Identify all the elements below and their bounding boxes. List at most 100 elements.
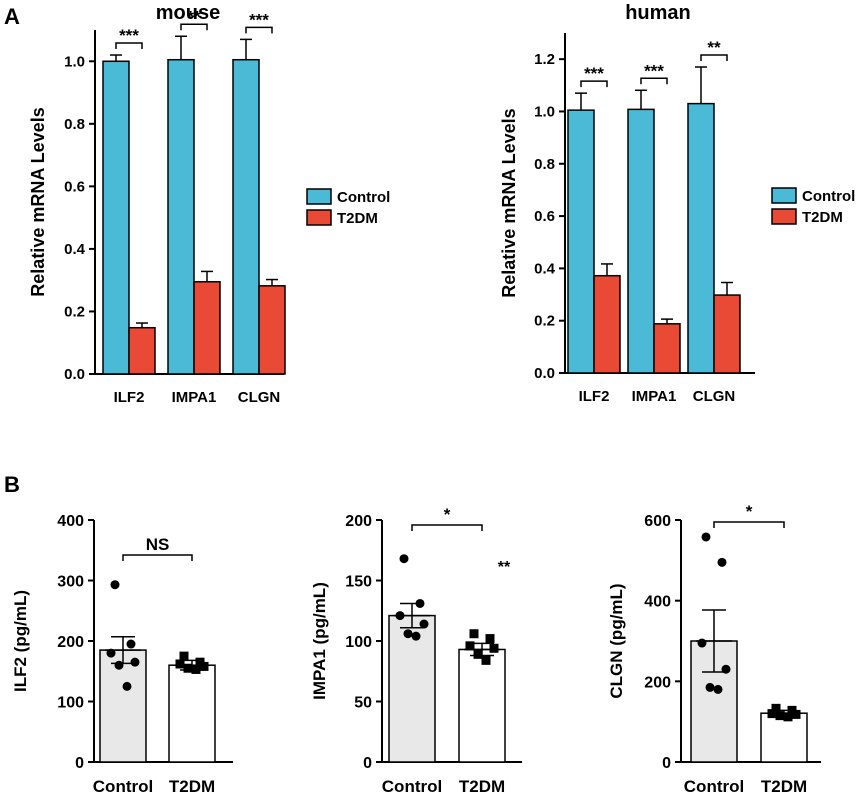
y-tick-label: 0 [363,755,372,772]
bar-t2dm [653,323,681,374]
significance-label: *** [249,10,269,29]
y-tick-label: 200 [57,634,84,651]
extra-significance-label: ** [498,559,511,576]
bar-control [388,614,436,763]
bar-t2dm [128,326,156,375]
panel-label-a: A [4,4,20,29]
significance-label: *** [644,61,664,80]
y-tick-label: 0.6 [64,178,85,195]
y-axis-label: Relative mRNA Levels [28,107,48,296]
x-tick-label: T2DM [459,777,505,796]
y-tick-label: 0.6 [534,208,555,225]
data-point-t2dm [489,643,499,653]
human-chart: 0.0 0.2 0.4 0.6 0.8 1.0 1.2 human Relative mRNA … [499,2,855,405]
bar-control [167,58,195,375]
bar-control [102,60,130,375]
data-point-t2dm [485,634,495,644]
y-tick-label: 0.4 [534,260,556,277]
y-tick-label: 150 [345,574,372,591]
data-point-t2dm [775,711,785,721]
y-tick-label: 0.2 [64,303,85,320]
data-point-control [713,684,723,694]
y-tick-label: 50 [354,695,372,712]
clgn-chart: 0 200 400 600 CLGN (pg/mL) Control T2DM * [607,502,821,796]
bar-control [627,108,655,374]
data-point-t2dm [783,712,793,722]
y-tick-label: 100 [57,695,84,712]
x-tick-label: IMPA1 [172,389,217,406]
data-point-control [395,611,405,621]
legend-label: T2DM [337,210,378,227]
y-tick-label: 400 [57,513,84,530]
y-axis-label: Relative mRNA Levels [499,108,519,297]
data-point-t2dm [179,651,189,661]
comparison-bracket [411,524,483,531]
data-point-t2dm [767,709,777,719]
y-tick-label: 1.2 [534,51,555,68]
significance-bracket [180,23,208,31]
x-tick-label: CLGN [238,389,281,406]
y-tick-label: 200 [345,513,372,530]
legend-label: Control [337,189,390,206]
data-point-control [399,554,409,564]
y-tick-label: 0.0 [64,366,85,383]
y-axis-label: IMPA1 (pg/mL) [310,582,329,700]
data-point-control [717,557,727,567]
x-tick-label: Control [684,777,744,796]
bar-t2dm [760,712,808,763]
data-point-control [110,580,120,590]
x-tick-label: T2DM [761,777,807,796]
y-tick-label: 0 [75,755,84,772]
data-point-control [705,682,715,692]
y-tick-label: 0.0 [534,365,555,382]
bar-control [232,58,260,375]
significance-bracket [245,26,273,34]
y-tick-label: 0.8 [64,116,85,133]
bar-t2dm [258,285,286,375]
y-tick-label: 200 [644,674,671,691]
x-tick-label: ILF2 [114,389,145,406]
y-tick-label: 400 [644,594,671,611]
y-tick-label: 600 [644,513,671,530]
x-tick-label: Control [93,777,153,796]
significance-bracket [640,77,668,85]
mouse-chart: 0.0 0.2 0.4 0.6 0.8 1.0 mouse Relative mRNA Lev… [28,2,390,406]
significance-label: ** [707,38,721,57]
data-point-t2dm [771,703,781,713]
comparison-label: * [746,502,753,521]
significance-bracket [580,80,608,88]
data-point-t2dm [469,629,479,639]
y-tick-label: 300 [57,574,84,591]
chart-title: mouse [156,2,220,24]
data-point-control [106,648,116,658]
significance-label: ** [187,7,201,26]
data-point-control [114,660,124,670]
y-tick-label: 100 [345,634,372,651]
data-point-t2dm [183,663,193,673]
bar-control [687,102,715,374]
y-tick-label: 0 [662,755,671,772]
data-point-control [130,657,140,667]
data-point-control [697,638,707,648]
data-point-t2dm [473,649,483,659]
comparison-bracket [713,521,785,528]
comparison-label: NS [146,535,170,554]
significance-label: *** [119,26,139,45]
data-point-t2dm [481,655,491,665]
x-tick-label: ILF2 [579,388,610,405]
legend-swatch-t2dm [306,209,332,226]
bar-t2dm [458,648,506,763]
data-point-t2dm [191,664,201,674]
data-point-control [411,631,421,641]
comparison-bracket [122,554,193,561]
data-point-control [721,664,731,674]
y-tick-label: 1.0 [64,53,85,70]
data-point-t2dm [199,661,209,671]
x-tick-label: CLGN [693,388,736,405]
significance-label: *** [584,64,604,83]
bar-t2dm [713,294,741,374]
legend-swatch-control [306,188,332,205]
comparison-label: * [444,505,451,524]
bar-t2dm [193,280,221,375]
